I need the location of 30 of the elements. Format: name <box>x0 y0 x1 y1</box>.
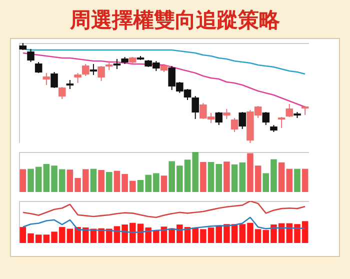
candlestick <box>215 112 222 126</box>
candlestick <box>90 64 98 76</box>
bar <box>98 170 104 192</box>
bar <box>302 168 308 192</box>
candlestick <box>286 104 294 118</box>
bar <box>106 172 112 192</box>
bar <box>278 162 285 192</box>
bar <box>200 162 206 192</box>
candlestick <box>34 62 42 74</box>
candlestick <box>42 72 50 86</box>
chart-title: 周選擇權雙向追蹤策略 <box>68 7 281 34</box>
candlestick <box>27 48 34 62</box>
candlestick <box>74 72 82 84</box>
candlestick <box>98 66 105 82</box>
candlestick <box>82 64 90 76</box>
candlestick <box>230 118 238 132</box>
candlestick <box>238 112 246 130</box>
candlestick <box>192 96 199 120</box>
candlestick <box>58 86 66 100</box>
bar <box>90 168 97 192</box>
bar <box>224 162 230 192</box>
candlestick <box>50 72 58 88</box>
candlestick <box>278 116 286 128</box>
candlestick <box>113 58 121 70</box>
candlestick <box>262 112 270 126</box>
bar <box>294 168 300 192</box>
bar <box>20 169 26 192</box>
bar <box>160 176 168 192</box>
candlestick <box>223 108 230 120</box>
bar <box>286 168 293 192</box>
